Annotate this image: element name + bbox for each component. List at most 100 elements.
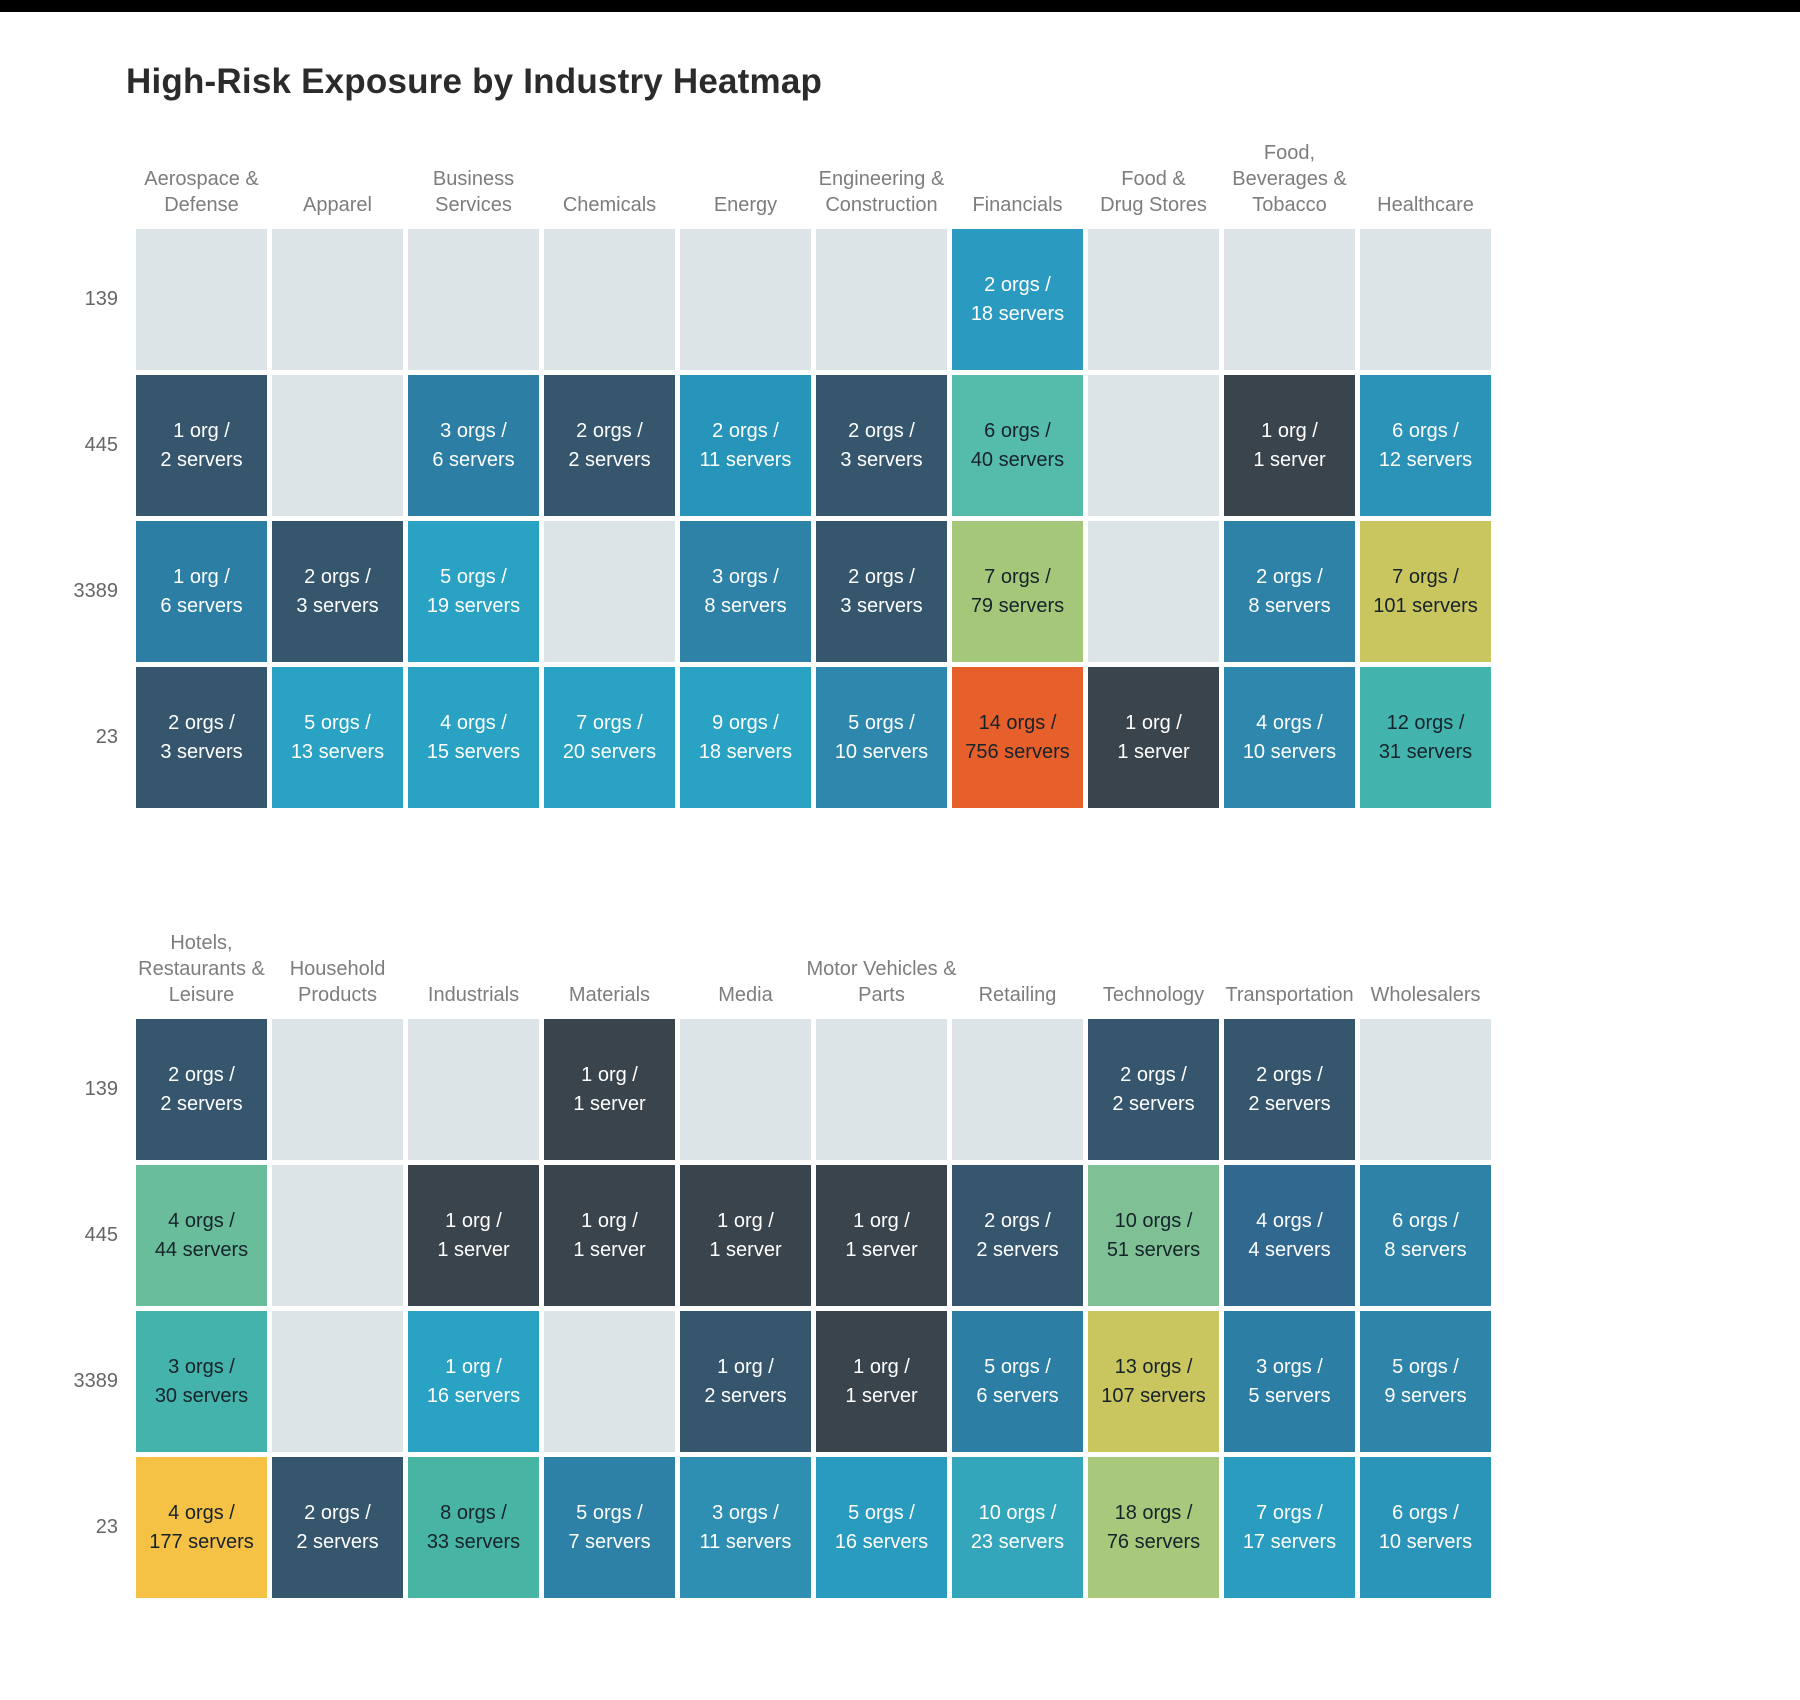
heatmap-cell[interactable]: 2 orgs / 2 servers <box>952 1165 1083 1306</box>
heatmap-cell-empty <box>952 1019 1083 1160</box>
row-label: 139 <box>84 288 118 310</box>
heatmap-cell[interactable]: 2 orgs / 2 servers <box>136 1019 267 1160</box>
column-header: Technology <box>1102 984 1205 1006</box>
heatmap-cell-empty <box>544 1311 675 1452</box>
heatmap-cell[interactable]: 5 orgs / 6 servers <box>952 1311 1083 1452</box>
heatmap-cell[interactable]: 5 orgs / 7 servers <box>544 1457 675 1598</box>
heatmap-cell-empty <box>272 375 403 516</box>
heatmap-cell-empty <box>1360 1019 1491 1160</box>
heatmap-cell[interactable]: 5 orgs / 19 servers <box>408 521 539 662</box>
heatmap-cell-empty <box>680 229 811 370</box>
heatmap-cell[interactable]: 3 orgs / 30 servers <box>136 1311 267 1452</box>
heatmap-cell[interactable]: 2 orgs / 2 servers <box>544 375 675 516</box>
row-label: 445 <box>84 434 118 456</box>
column-header: Food, Beverages & Tobacco <box>1232 142 1347 216</box>
heatmap-cell[interactable]: 6 orgs / 10 servers <box>1360 1457 1491 1598</box>
corner-spacer <box>55 138 131 224</box>
heatmap-cell-empty <box>272 229 403 370</box>
heatmap-cell[interactable]: 1 org / 1 server <box>544 1019 675 1160</box>
heatmap-cell[interactable]: 5 orgs / 10 servers <box>816 667 947 808</box>
column-header: Business Services <box>432 168 515 216</box>
heatmap-cell[interactable]: 2 orgs / 3 servers <box>272 521 403 662</box>
column-header: Motor Vehicles & Parts <box>806 958 957 1006</box>
heatmap-cell[interactable]: 8 orgs / 33 servers <box>408 1457 539 1598</box>
heatmap-cell[interactable]: 1 org / 1 server <box>1088 667 1219 808</box>
heatmap-cell[interactable]: 10 orgs / 51 servers <box>1088 1165 1219 1306</box>
column-header: Household Products <box>289 958 386 1006</box>
heatmap-cell-empty <box>1088 229 1219 370</box>
heatmap-cell[interactable]: 1 org / 16 servers <box>408 1311 539 1452</box>
heatmap-cell-empty <box>680 1019 811 1160</box>
corner-spacer <box>55 900 131 1014</box>
heatmap-cell-empty <box>816 229 947 370</box>
heatmap-cell[interactable]: 1 org / 6 servers <box>136 521 267 662</box>
heatmap-cell[interactable]: 1 org / 1 server <box>816 1165 947 1306</box>
row-label: 23 <box>95 1516 118 1538</box>
heatmap-cell[interactable]: 6 orgs / 40 servers <box>952 375 1083 516</box>
row-label: 3389 <box>73 1370 119 1392</box>
heatmap-cell[interactable]: 12 orgs / 31 servers <box>1360 667 1491 808</box>
heatmap-cell-empty <box>272 1311 403 1452</box>
heatmap-cell-empty <box>272 1165 403 1306</box>
row-label: 139 <box>84 1078 118 1100</box>
heatmap-cell[interactable]: 2 orgs / 18 servers <box>952 229 1083 370</box>
column-header: Hotels, Restaurants & Leisure <box>138 932 265 1006</box>
column-header: Apparel <box>303 194 372 216</box>
heatmap-cell[interactable]: 7 orgs / 17 servers <box>1224 1457 1355 1598</box>
top-black-bar <box>0 0 1800 12</box>
heatmap-cell-empty <box>272 1019 403 1160</box>
heatmap-cell[interactable]: 4 orgs / 44 servers <box>136 1165 267 1306</box>
heatmap-cell[interactable]: 18 orgs / 76 servers <box>1088 1457 1219 1598</box>
heatmap-cell[interactable]: 4 orgs / 10 servers <box>1224 667 1355 808</box>
heatmap-cell[interactable]: 6 orgs / 12 servers <box>1360 375 1491 516</box>
column-header: Energy <box>713 194 778 216</box>
heatmap-cell[interactable]: 1 org / 1 server <box>816 1311 947 1452</box>
heatmap-cell[interactable]: 1 org / 1 server <box>1224 375 1355 516</box>
column-header: Aerospace & Defense <box>144 168 259 216</box>
heatmap-cell[interactable]: 2 orgs / 2 servers <box>272 1457 403 1598</box>
heatmap-cell[interactable]: 1 org / 2 servers <box>680 1311 811 1452</box>
heatmap-cell[interactable]: 14 orgs / 756 servers <box>952 667 1083 808</box>
heatmap-cell[interactable]: 4 orgs / 177 servers <box>136 1457 267 1598</box>
heatmap-cell[interactable]: 2 orgs / 11 servers <box>680 375 811 516</box>
heatmap-cell[interactable]: 7 orgs / 101 servers <box>1360 521 1491 662</box>
row-label: 3389 <box>73 580 119 602</box>
heatmap-cell[interactable]: 4 orgs / 15 servers <box>408 667 539 808</box>
heatmap-cell[interactable]: 6 orgs / 8 servers <box>1360 1165 1491 1306</box>
heatmap-cell[interactable]: 10 orgs / 23 servers <box>952 1457 1083 1598</box>
heatmap-cell[interactable]: 1 org / 1 server <box>408 1165 539 1306</box>
heatmap-cell[interactable]: 2 orgs / 3 servers <box>816 521 947 662</box>
heatmap-cell-empty <box>408 1019 539 1160</box>
heatmap-panel-bottom: Hotels, Restaurants & Leisure Household P… <box>55 900 1800 1598</box>
heatmap-cell[interactable]: 1 org / 1 server <box>544 1165 675 1306</box>
column-header: Media <box>718 984 773 1006</box>
row-label: 23 <box>95 726 118 748</box>
heatmap-cell-empty <box>544 521 675 662</box>
heatmap-cell[interactable]: 5 orgs / 9 servers <box>1360 1311 1491 1452</box>
heatmap-cell[interactable]: 3 orgs / 8 servers <box>680 521 811 662</box>
column-header: Transportation <box>1225 984 1354 1006</box>
chart-title: High-Risk Exposure by Industry Heatmap <box>126 62 823 101</box>
heatmap-cell[interactable]: 5 orgs / 16 servers <box>816 1457 947 1598</box>
column-header: Chemicals <box>562 194 657 216</box>
heatmap-cell[interactable]: 2 orgs / 2 servers <box>1088 1019 1219 1160</box>
heatmap-cell[interactable]: 7 orgs / 20 servers <box>544 667 675 808</box>
heatmap-cell[interactable]: 2 orgs / 3 servers <box>136 667 267 808</box>
heatmap-cell[interactable]: 4 orgs / 4 servers <box>1224 1165 1355 1306</box>
heatmap-cell[interactable]: 13 orgs / 107 servers <box>1088 1311 1219 1452</box>
heatmap-cell[interactable]: 5 orgs / 13 servers <box>272 667 403 808</box>
heatmap-cell-empty <box>544 229 675 370</box>
heatmap-cell[interactable]: 2 orgs / 2 servers <box>1224 1019 1355 1160</box>
heatmap-cell[interactable]: 3 orgs / 11 servers <box>680 1457 811 1598</box>
heatmap-cell[interactable]: 2 orgs / 8 servers <box>1224 521 1355 662</box>
heatmap-cell[interactable]: 9 orgs / 18 servers <box>680 667 811 808</box>
column-header: Retailing <box>978 984 1057 1006</box>
heatmap-cell[interactable]: 3 orgs / 6 servers <box>408 375 539 516</box>
heatmap-cell[interactable]: 2 orgs / 3 servers <box>816 375 947 516</box>
heatmap-cell[interactable]: 1 org / 2 servers <box>136 375 267 516</box>
heatmap-cell[interactable]: 7 orgs / 79 servers <box>952 521 1083 662</box>
heatmap-cell-empty <box>1088 521 1219 662</box>
heatmap-cell-empty <box>1360 229 1491 370</box>
heatmap-cell[interactable]: 1 org / 1 server <box>680 1165 811 1306</box>
heatmap-cell[interactable]: 3 orgs / 5 servers <box>1224 1311 1355 1452</box>
